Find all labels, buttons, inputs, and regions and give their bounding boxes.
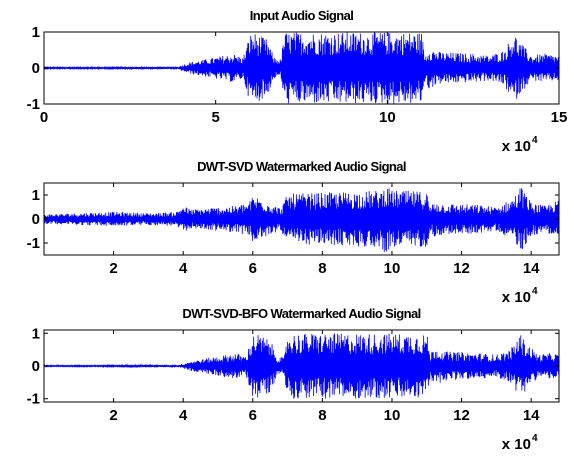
x-axis-multiplier-exponent: 4 xyxy=(532,433,538,444)
x-axis-multiplier-exponent: 4 xyxy=(532,135,538,146)
x-tick-label: 2 xyxy=(109,407,117,424)
x-tick-label: 6 xyxy=(249,260,257,277)
x-axis-multiplier: x 10 xyxy=(502,436,531,453)
y-tick-label: 0 xyxy=(32,211,40,228)
y-tick-label: -1 xyxy=(27,235,40,252)
x-tick-label: 8 xyxy=(318,260,326,277)
x-tick-label: 0 xyxy=(40,109,48,126)
x-tick-label: 10 xyxy=(384,260,401,277)
x-tick-label: 14 xyxy=(523,260,540,277)
x-axis-multiplier: x 10 xyxy=(502,289,531,306)
x-tick-label: 14 xyxy=(523,407,540,424)
subplot-title: Input Audio Signal xyxy=(250,8,354,23)
x-axis-multiplier: x 10 xyxy=(502,138,531,155)
subplot-title: DWT-SVD Watermarked Audio Signal xyxy=(197,159,406,174)
x-tick-label: 10 xyxy=(384,407,401,424)
y-tick-label: 1 xyxy=(32,187,40,204)
signal-waveform xyxy=(44,32,559,104)
x-tick-label: 5 xyxy=(211,109,219,126)
x-tick-label: 10 xyxy=(379,109,396,126)
y-tick-label: 1 xyxy=(32,24,40,41)
x-tick-label: 12 xyxy=(453,260,470,277)
x-tick-label: 12 xyxy=(453,407,470,424)
x-tick-label: 2 xyxy=(109,260,117,277)
x-tick-label: 4 xyxy=(179,407,188,424)
x-tick-label: 15 xyxy=(551,109,568,126)
x-tick-label: 6 xyxy=(249,407,257,424)
x-tick-label: 4 xyxy=(179,260,188,277)
signal-waveform xyxy=(44,188,559,253)
y-tick-label: 0 xyxy=(32,60,40,77)
subplot-title: DWT-SVD-BFO Watermarked Audio Signal xyxy=(182,306,420,321)
subplot-3: DWT-SVD-BFO Watermarked Audio Signal -1 0 1… xyxy=(27,306,560,453)
x-axis-multiplier-exponent: 4 xyxy=(532,286,538,297)
y-tick-label: 0 xyxy=(32,358,40,375)
y-tick-label: 1 xyxy=(32,325,40,342)
signal-waveform xyxy=(44,333,559,399)
y-tick-label: -1 xyxy=(27,391,40,408)
y-tick-label: -1 xyxy=(27,96,40,113)
x-tick-label: 8 xyxy=(318,407,326,424)
